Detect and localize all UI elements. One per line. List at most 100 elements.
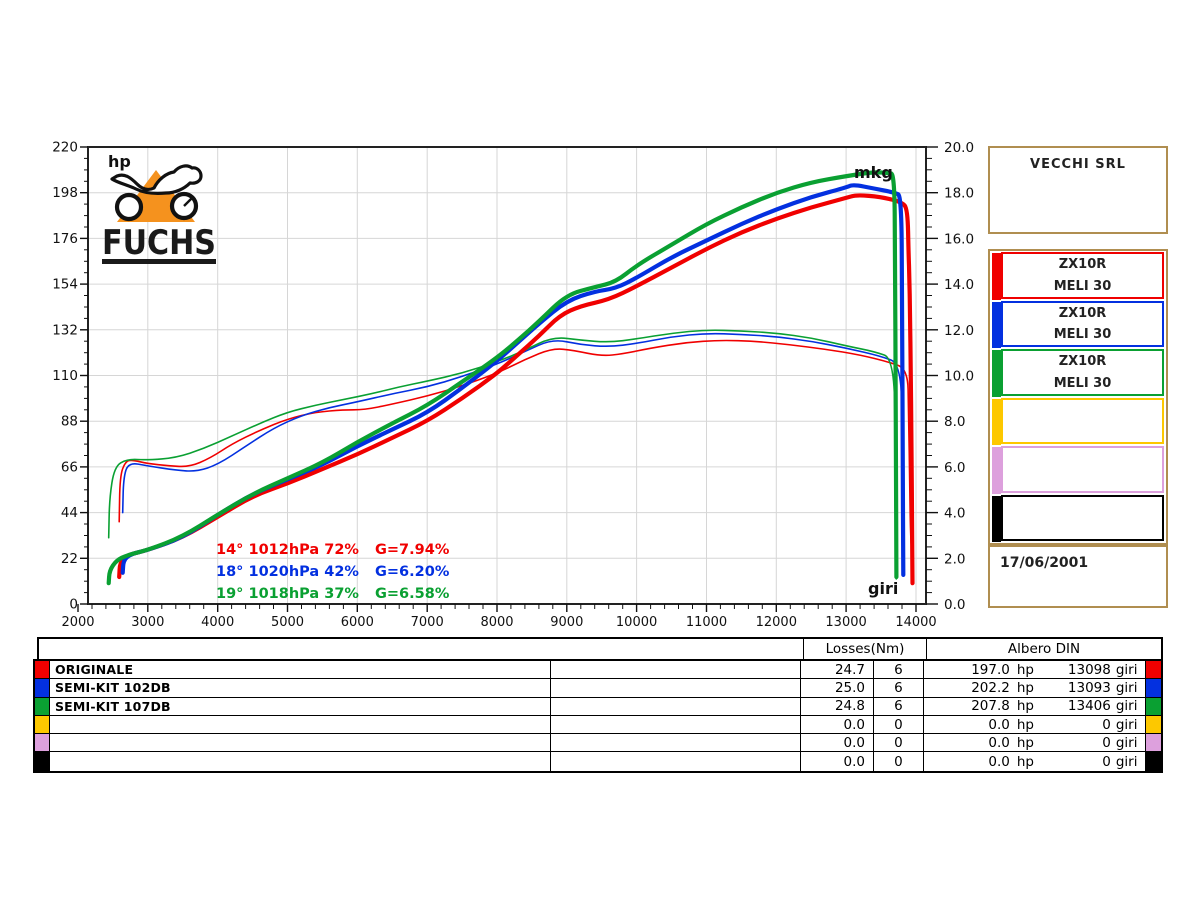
motorcycle-icon [110,164,203,222]
hp-tick-label: 88 [61,414,78,430]
hp-tick-label: 110 [52,368,78,384]
loss-nm-value: 0.0 [801,752,875,771]
series-color-swatch [1146,697,1161,715]
company-box: VECCHI SRL [988,146,1168,234]
table-header-row: Losses(Nm) Albero DIN [37,637,1163,659]
hp-unit: hp [1016,679,1034,696]
legend-entry [991,494,1165,544]
hp-tick-label: 176 [52,231,78,247]
empty-cell [551,734,802,752]
table-row: ORIGINALE 24.7 6 197.0 hp 13098 giri [35,661,1161,680]
series-name [50,752,552,771]
mkg-tick-label: 0.0 [944,597,965,613]
series-color-swatch [1146,661,1161,679]
dyno-curves [106,170,915,586]
hp-unit: hp [1016,753,1034,770]
x-tick-label: 3000 [131,615,164,630]
legend-color-stripe [992,350,1001,397]
peak-rpm-value: 13406 [1067,698,1111,715]
series-color-swatch [35,715,50,734]
peak-hp-value: 197.0 [971,661,1010,678]
hp-unit: hp [1016,716,1034,733]
series-color-swatch [35,661,50,679]
legend-label-box: ZX10R MELI 30 [1001,349,1164,396]
table-row: 0.0 0 0.0 hp 0 giri [35,715,1161,735]
hp-unit: hp [1016,698,1034,715]
legend-model: ZX10R [1058,354,1107,369]
albero-din-cell: 0.0 hp 0 giri [924,752,1147,771]
empty-cell [551,679,802,697]
loss-n-value: 6 [874,661,924,679]
legend-color-stripe [992,495,1001,542]
x-tick-label: 2000 [61,615,94,630]
hp-tick-label: 66 [61,459,78,475]
empty-cell [551,697,802,715]
legend-color-stripe [992,253,1001,300]
giri-unit: giri [1115,734,1138,751]
giri-unit: giri [1115,698,1138,715]
legend-subtitle: MELI 30 [1053,327,1112,342]
mkg-tick-label: 8.0 [944,414,965,430]
x-tick-label: 6000 [341,615,374,630]
curve-torque-red [118,339,913,553]
curve-torque-blue [121,332,905,569]
series-color-swatch [35,679,50,697]
mkg-tick-label: 12.0 [944,323,974,339]
date-box: 17/06/2001 [988,545,1168,608]
axis-ticks [77,146,938,612]
legend-subtitle: MELI 30 [1053,375,1112,391]
x-tick-label: 7000 [411,615,444,630]
empty-cell [551,752,802,771]
legend-model: ZX10R [1058,305,1107,321]
mkg-tick-label: 4.0 [944,506,965,522]
legend-box: ZX10R MELI 30 ZX10R MELI 30 ZX10R MELI 30 [988,249,1168,545]
company-name: VECCHI SRL [1030,157,1126,172]
dyno-chart: 2000 3000 4000 5000 6000 7000 8000 9000 10000 110… [52,140,974,631]
curve-power-green [106,170,899,586]
mkg-tick-label: 14.0 [944,277,974,293]
series-color-swatch [1146,734,1161,752]
weather-annotation: 19° 1018hPa 37% G=6.58% [216,586,450,602]
peak-rpm-value: 0 [1102,716,1111,733]
table-row: 0.0 0 0.0 hp 0 giri [35,752,1161,771]
legend-subtitle: MELI 30 [1053,278,1112,294]
giri-unit: giri [1115,679,1138,696]
giri-axis-label: giri [868,579,898,598]
logo-text: FUCHS [102,223,216,263]
series-name: ORIGINALE [50,661,552,679]
x-tick-label: 9000 [550,615,583,630]
legend-model [1003,500,1162,515]
test-date: 17/06/2001 [1000,555,1089,571]
legend-entry: ZX10R MELI 30 [991,252,1165,301]
albero-din-cell: 0.0 hp 0 giri [924,715,1147,734]
series-name: SEMI-KIT 107DB [50,697,552,715]
x-tick-label: 14000 [895,615,936,630]
series-color-swatch [35,734,50,752]
loss-nm-value: 0.0 [801,715,875,734]
mkg-axis-label: mkg [854,163,893,182]
weather-annotation: 18° 1020hPa 42% G=6.20% [216,564,450,580]
loss-nm-value: 25.0 [801,679,875,697]
loss-nm-value: 24.8 [801,697,875,715]
curve-power-blue [120,183,906,577]
legend-model [1003,403,1162,418]
peak-hp-value: 202.2 [971,679,1010,696]
header-losses: Losses(Nm) [804,639,927,659]
hp-tick-label: 198 [52,185,78,201]
hp-unit: hp [1016,661,1034,678]
hp-tick-label: 132 [52,322,78,338]
mkg-tick-label: 10.0 [944,369,974,385]
albero-din-cell: 207.8 hp 13406 giri [924,697,1147,715]
x-tick-label: 12000 [756,615,797,630]
legend-subtitle [1003,473,1162,489]
albero-din-cell: 0.0 hp 0 giri [924,734,1147,752]
series-color-swatch [1146,679,1161,697]
hp-tick-label: 154 [52,277,78,293]
mkg-tick-label: 16.0 [944,231,974,247]
axis-tick-labels: 2000 3000 4000 5000 6000 7000 8000 9000 10000 110… [52,140,974,631]
weather-annotations: 14° 1012hPa 72% G=7.94% 18° 1020hPa 42% G=6… [216,542,450,602]
series-name [50,715,552,734]
header-albero-din: Albero DIN [1007,641,1081,657]
logo-underline [102,259,216,264]
